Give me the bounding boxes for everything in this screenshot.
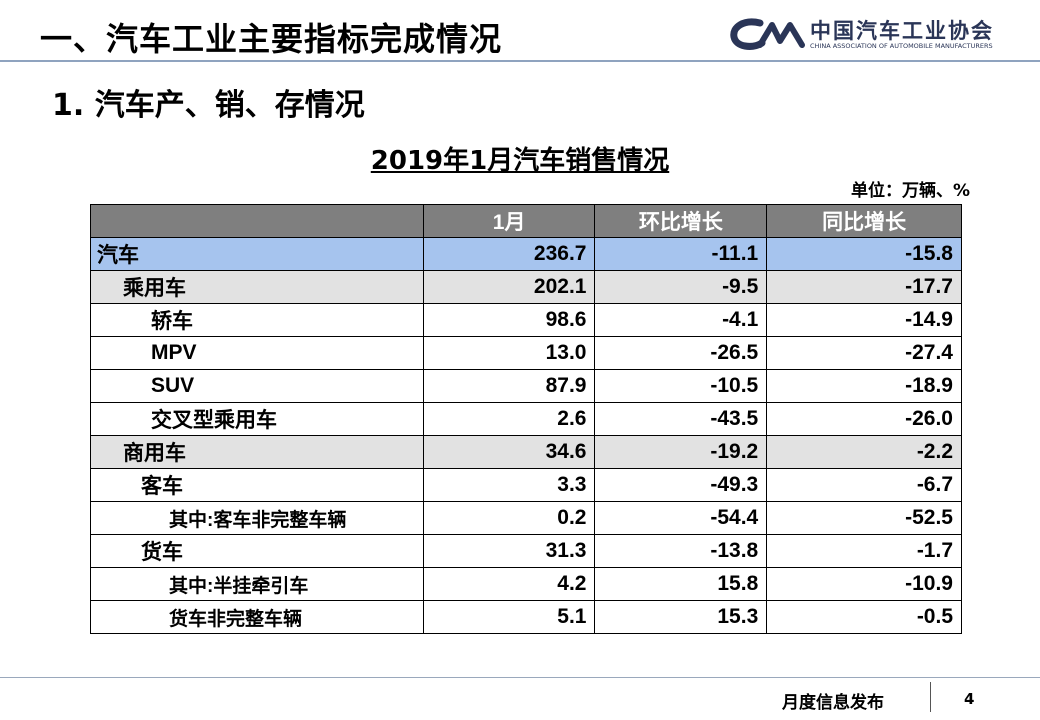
row-yoy-value: -52.5	[766, 501, 962, 535]
header-mom: 环比增长	[594, 204, 768, 238]
row-yoy-value: -14.9	[766, 303, 962, 337]
row-jan-value: 87.9	[422, 369, 596, 403]
row-mom-value: -43.5	[594, 402, 768, 436]
logo-english-name: CHINA ASSOCIATION OF AUTOMOBILE MANUFACT…	[810, 42, 993, 50]
row-yoy-value: -6.7	[766, 468, 962, 502]
row-mom-value: -4.1	[594, 303, 768, 337]
table-title-text: 2019年1月汽车销售情况	[370, 146, 670, 176]
row-yoy-value: -18.9	[766, 369, 962, 403]
sales-table: 1月 环比增长 同比增长 汽车 236.7 -11.1 -15.8 乘用车 202.1 -9…	[90, 204, 962, 634]
row-jan-value: 34.6	[422, 435, 596, 469]
table-row: 交叉型乘用车 2.6 -43.5 -26.0	[90, 402, 962, 436]
header-yoy: 同比增长	[766, 204, 962, 238]
table-row: SUV 87.9 -10.5 -18.9	[90, 369, 962, 403]
row-mom-value: -9.5	[594, 270, 768, 304]
footer-separator	[930, 682, 931, 712]
row-label: 其中:客车非完整车辆	[90, 501, 424, 535]
header-jan: 1月	[422, 204, 596, 238]
row-label: 商用车	[90, 435, 424, 469]
row-yoy-value: -1.7	[766, 534, 962, 568]
row-label: 汽车	[90, 237, 424, 271]
row-label: 交叉型乘用车	[90, 402, 424, 436]
row-label: 货车非完整车辆	[90, 600, 424, 634]
row-mom-value: -49.3	[594, 468, 768, 502]
row-jan-value: 0.2	[422, 501, 596, 535]
table-row: 乘用车 202.1 -9.5 -17.7	[90, 270, 962, 304]
row-jan-value: 4.2	[422, 567, 596, 601]
row-mom-value: -10.5	[594, 369, 768, 403]
caam-logo: 中国汽车工业协会 CHINA ASSOCIATION OF AUTOMOBILE…	[730, 15, 995, 57]
table-row: 轿车 98.6 -4.1 -14.9	[90, 303, 962, 337]
row-mom-value: -19.2	[594, 435, 768, 469]
row-label: 其中:半挂牵引车	[90, 567, 424, 601]
row-mom-value: -11.1	[594, 237, 768, 271]
row-jan-value: 3.3	[422, 468, 596, 502]
table-row: 货车非完整车辆 5.1 15.3 -0.5	[90, 600, 962, 634]
table-row: 客车 3.3 -49.3 -6.7	[90, 468, 962, 502]
header-divider	[0, 60, 1040, 62]
row-label: 乘用车	[90, 270, 424, 304]
header-category	[90, 204, 424, 238]
row-mom-value: 15.3	[594, 600, 768, 634]
logo-chinese-name: 中国汽车工业协会	[810, 19, 994, 43]
table-row: 货车 31.3 -13.8 -1.7	[90, 534, 962, 568]
unit-label: 单位：万辆、%	[850, 181, 970, 201]
row-label: 客车	[90, 468, 424, 502]
page-number: 4	[964, 690, 975, 708]
caam-logo-icon	[730, 18, 805, 50]
table-row: 商用车 34.6 -19.2 -2.2	[90, 435, 962, 469]
row-mom-value: -13.8	[594, 534, 768, 568]
row-jan-value: 5.1	[422, 600, 596, 634]
row-yoy-value: -17.7	[766, 270, 962, 304]
table-row: 其中:客车非完整车辆 0.2 -54.4 -52.5	[90, 501, 962, 535]
footer-label: 月度信息发布	[782, 693, 884, 713]
row-jan-value: 13.0	[422, 336, 596, 370]
row-mom-value: 15.8	[594, 567, 768, 601]
table-row: 其中:半挂牵引车 4.2 15.8 -10.9	[90, 567, 962, 601]
row-mom-value: -26.5	[594, 336, 768, 370]
section-subtitle: 1. 汽车产、销、存情况	[52, 88, 365, 123]
row-label: 轿车	[90, 303, 424, 337]
row-yoy-value: -15.8	[766, 237, 962, 271]
row-jan-value: 2.6	[422, 402, 596, 436]
row-yoy-value: -0.5	[766, 600, 962, 634]
row-jan-value: 31.3	[422, 534, 596, 568]
table-row: 汽车 236.7 -11.1 -15.8	[90, 237, 962, 271]
footer-divider	[0, 677, 1040, 678]
row-yoy-value: -27.4	[766, 336, 962, 370]
row-jan-value: 202.1	[422, 270, 596, 304]
row-jan-value: 98.6	[422, 303, 596, 337]
row-label: SUV	[90, 369, 424, 403]
row-label: 货车	[90, 534, 424, 568]
row-label: MPV	[90, 336, 424, 370]
row-yoy-value: -2.2	[766, 435, 962, 469]
row-mom-value: -54.4	[594, 501, 768, 535]
row-yoy-value: -10.9	[766, 567, 962, 601]
table-body: 汽车 236.7 -11.1 -15.8 乘用车 202.1 -9.5 -17.7 轿车 98.6…	[90, 237, 962, 634]
row-yoy-value: -26.0	[766, 402, 962, 436]
table-header-row: 1月 环比增长 同比增长	[90, 204, 962, 238]
table-title: 2019年1月汽车销售情况	[0, 140, 1040, 177]
table-row: MPV 13.0 -26.5 -27.4	[90, 336, 962, 370]
slide-title: 一、汽车工业主要指标完成情况	[40, 20, 503, 58]
row-jan-value: 236.7	[422, 237, 596, 271]
